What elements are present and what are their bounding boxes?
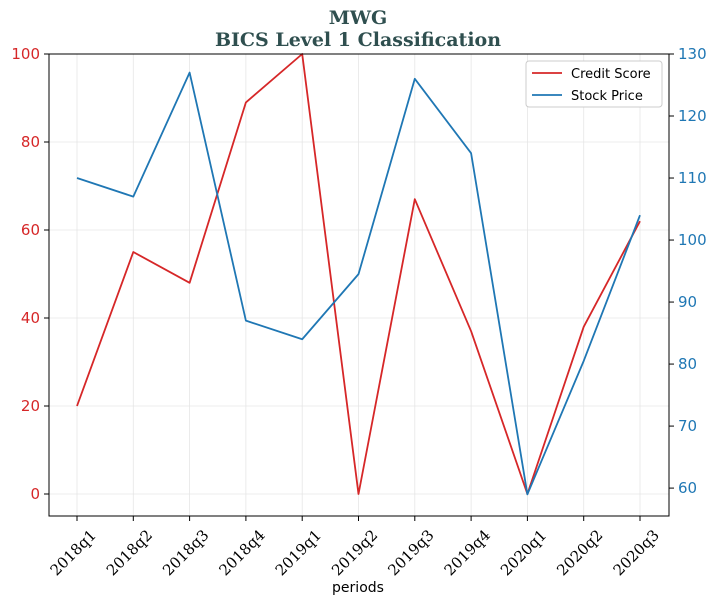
x-tick-label: 2018q4 bbox=[215, 526, 268, 579]
right-tick-label: 80 bbox=[678, 355, 697, 373]
x-tick-label: 2019q4 bbox=[441, 526, 494, 579]
series-line-stock-price bbox=[76, 71, 641, 496]
left-tick-label: 20 bbox=[21, 397, 40, 415]
x-tick-label: 2018q1 bbox=[47, 526, 100, 579]
x-tick-label: 2019q1 bbox=[272, 526, 325, 579]
chart-subtitle: BICS Level 1 Classification bbox=[215, 29, 501, 51]
plot-frame bbox=[48, 53, 670, 517]
x-tick-label: 2019q2 bbox=[328, 526, 381, 579]
right-tick-label: 110 bbox=[678, 169, 707, 187]
x-axis: 2018q1 2018q2 2018q3 2018q4 2019q1 2019q2 2019… bbox=[47, 516, 663, 579]
legend-label: Stock Price bbox=[571, 89, 643, 104]
legend-label: Credit Score bbox=[571, 67, 651, 82]
right-tick-label: 120 bbox=[678, 107, 707, 125]
left-tick-label: 0 bbox=[30, 485, 40, 503]
left-tick-label: 60 bbox=[21, 221, 40, 239]
legend: Credit Score Stock Price bbox=[525, 60, 663, 108]
left-tick-label: 40 bbox=[21, 309, 40, 327]
right-tick-label: 100 bbox=[678, 231, 707, 249]
grid bbox=[49, 53, 669, 516]
right-tick-label: 70 bbox=[678, 417, 697, 435]
x-tick-label: 2018q2 bbox=[103, 526, 156, 579]
series-line-credit-score bbox=[76, 53, 641, 495]
left-tick-label: 100 bbox=[11, 45, 40, 63]
left-axis: 0 20 40 60 80 100 bbox=[11, 45, 49, 503]
chart-title: MWG bbox=[329, 7, 388, 29]
series-lines bbox=[76, 53, 641, 496]
x-tick-label: 2020q1 bbox=[497, 526, 550, 579]
right-tick-label: 60 bbox=[678, 479, 697, 497]
right-tick-label: 130 bbox=[678, 45, 707, 63]
right-axis: 60 70 80 90 100 110 120 130 bbox=[669, 45, 707, 497]
left-tick-label: 80 bbox=[21, 133, 40, 151]
x-tick-label: 2020q2 bbox=[553, 526, 606, 579]
right-tick-label: 90 bbox=[678, 293, 697, 311]
x-tick-label: 2020q3 bbox=[610, 526, 663, 579]
x-axis-label: periods bbox=[332, 580, 384, 596]
x-tick-label: 2019q3 bbox=[384, 526, 437, 579]
x-tick-label: 2018q3 bbox=[159, 526, 212, 579]
